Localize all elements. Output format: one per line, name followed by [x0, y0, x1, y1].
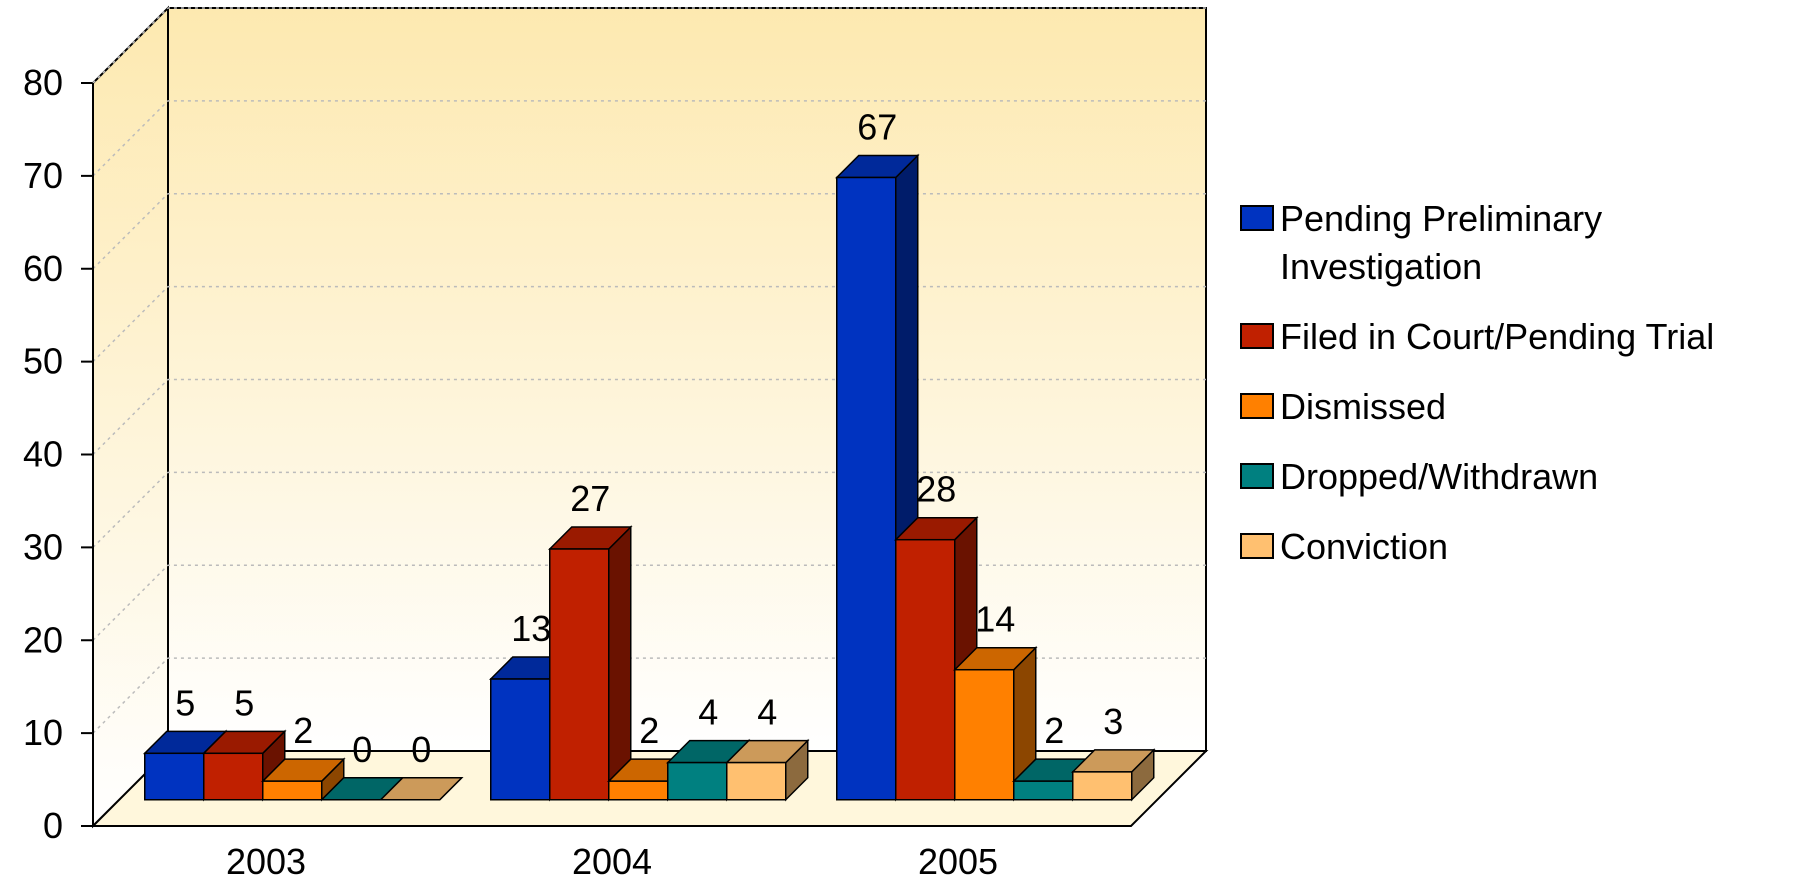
- bar-front: [954, 668, 1015, 801]
- legend-label: Dropped/Withdrawn: [1280, 456, 1599, 497]
- bar: [952, 645, 1038, 802]
- bar-front: [549, 548, 610, 801]
- legend-label: Filed in Court/Pending Trial: [1280, 316, 1715, 357]
- legend-label: Conviction: [1280, 526, 1449, 567]
- bar: [547, 525, 633, 802]
- bar: [201, 729, 287, 802]
- bar-front: [490, 678, 551, 801]
- bar-front: [895, 538, 956, 801]
- grid-line: [92, 100, 1206, 177]
- bar-top: [378, 777, 464, 801]
- legend-swatch: [1240, 323, 1274, 349]
- data-label: 67: [857, 106, 897, 147]
- bar-front: [667, 761, 728, 801]
- bar-front: [262, 780, 323, 801]
- bar-front: [836, 176, 897, 801]
- grid-line: [92, 7, 1206, 84]
- bar-front: [608, 780, 669, 801]
- bar-front: [203, 752, 264, 801]
- legend-item: Filed in Court/Pending Trial: [1240, 313, 1800, 361]
- bar: [260, 757, 346, 802]
- y-tick-label: 0: [43, 805, 63, 846]
- bar-front: [1072, 771, 1133, 801]
- data-label: 5: [234, 682, 254, 723]
- y-tick-label: 60: [23, 248, 63, 289]
- data-label: 4: [698, 692, 718, 733]
- x-tick-label: 2004: [572, 841, 652, 882]
- data-label: 27: [570, 478, 610, 519]
- x-tick-label: 2005: [918, 841, 998, 882]
- legend-swatch: [1240, 205, 1274, 231]
- bar: [378, 777, 464, 801]
- data-label: 5: [175, 682, 195, 723]
- y-tick-label: 80: [23, 62, 63, 103]
- data-label: 2: [639, 710, 659, 751]
- data-label: 4: [757, 692, 777, 733]
- legend-swatch: [1240, 463, 1274, 489]
- side-wall: [92, 5, 169, 829]
- data-label: 3: [1103, 701, 1123, 742]
- data-label: 13: [511, 608, 551, 649]
- legend-item: Dismissed: [1240, 383, 1800, 431]
- bar: [724, 738, 810, 802]
- data-label: 2: [1044, 710, 1064, 751]
- bar-front: [144, 752, 205, 801]
- legend-item: Conviction: [1240, 523, 1800, 571]
- legend-swatch: [1240, 393, 1274, 419]
- data-label: 28: [916, 469, 956, 510]
- y-tick-label: 40: [23, 434, 63, 475]
- y-tick-label: 70: [23, 155, 63, 196]
- legend-swatch: [1240, 533, 1274, 559]
- y-tick-label: 30: [23, 526, 63, 567]
- bar-front: [1013, 780, 1074, 801]
- legend-item: Pending Preliminary Investigation: [1240, 195, 1800, 291]
- data-label: 14: [975, 599, 1015, 640]
- data-label: 0: [352, 729, 372, 770]
- bar-front: [726, 761, 787, 801]
- y-tick-label: 10: [23, 712, 63, 753]
- bar: [665, 738, 751, 802]
- legend-label: Pending Preliminary Investigation: [1280, 198, 1603, 287]
- legend: Pending Preliminary Investigation Filed i…: [1240, 195, 1800, 593]
- y-tick-label: 50: [23, 341, 63, 382]
- data-label: 2: [293, 710, 313, 751]
- x-tick-label: 2003: [226, 841, 306, 882]
- data-label: 0: [411, 729, 431, 770]
- legend-label: Dismissed: [1280, 386, 1447, 427]
- y-tick-label: 20: [23, 619, 63, 660]
- bar-side: [608, 525, 632, 802]
- bar: [1070, 748, 1156, 802]
- legend-item: Dropped/Withdrawn: [1240, 453, 1800, 501]
